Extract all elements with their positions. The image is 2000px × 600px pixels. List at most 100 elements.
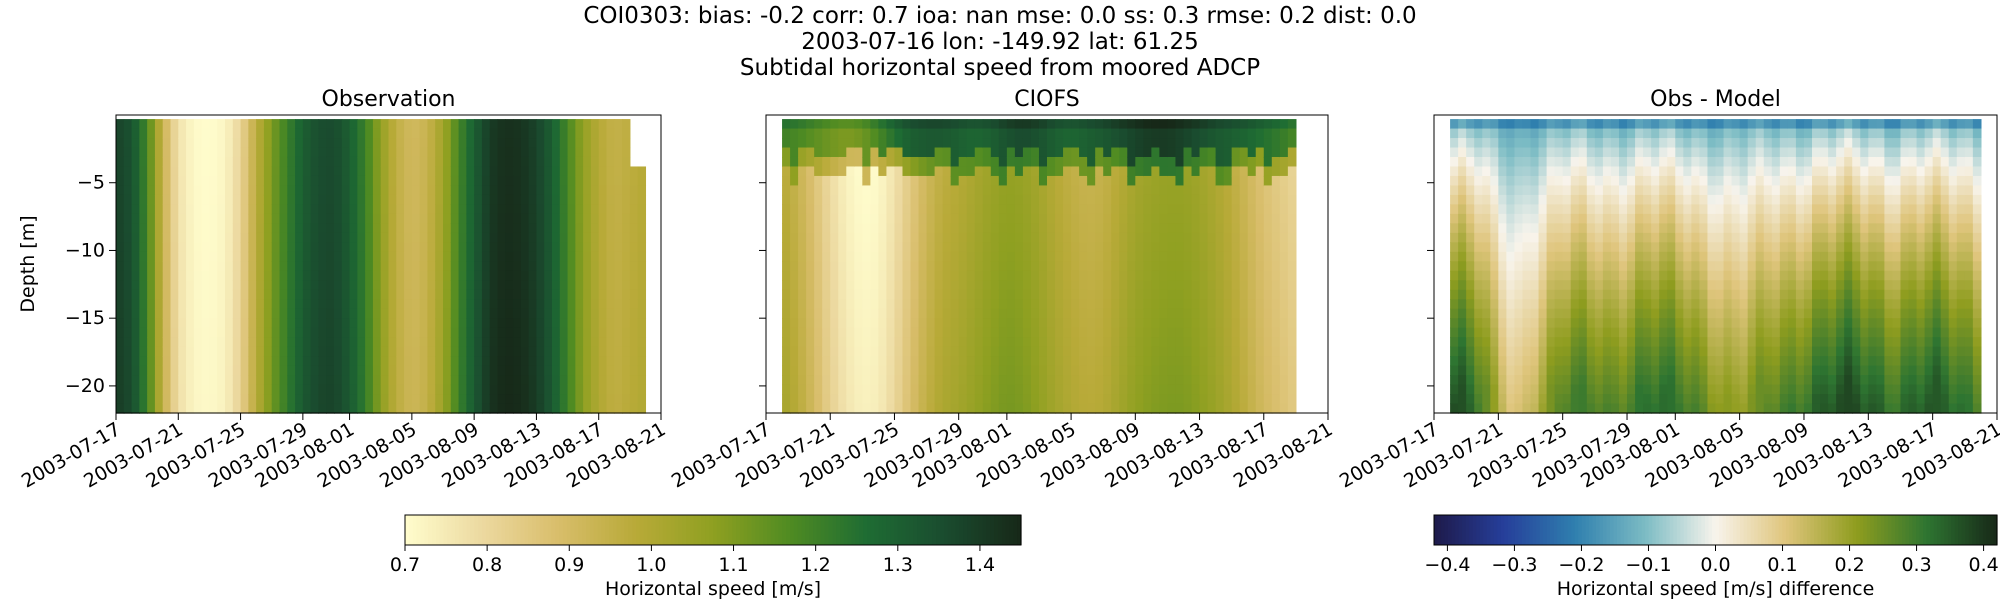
heatmap-cell [575, 147, 584, 158]
heatmap-cell [1271, 261, 1281, 272]
heatmap-cell [474, 299, 483, 310]
heatmap-cell [1159, 394, 1169, 405]
heatmap-cell [1038, 223, 1048, 234]
heatmap-cell [318, 232, 327, 243]
heatmap-cell [404, 223, 413, 234]
heatmap-cell [1506, 213, 1516, 224]
heatmap-cell [926, 242, 936, 253]
heatmap-cell [1255, 337, 1265, 348]
heatmap-cell [123, 147, 133, 158]
heatmap-cell [1610, 204, 1620, 215]
heatmap-cell [1079, 128, 1088, 139]
heatmap-cell [396, 119, 405, 130]
heatmap-cell [349, 384, 358, 395]
heatmap-cell [854, 223, 863, 234]
heatmap-cell [536, 327, 545, 338]
heatmap-cell [846, 356, 855, 367]
heatmap-cell [1618, 403, 1628, 414]
heatmap-cell [357, 223, 366, 234]
heatmap-cell [263, 223, 273, 234]
heatmap-cell [1014, 128, 1024, 139]
heatmap-cell [232, 299, 242, 310]
heatmap-cell [878, 223, 888, 234]
heatmap-cell [1127, 194, 1136, 205]
heatmap-cell [798, 318, 807, 329]
heatmap-cell [1231, 156, 1241, 168]
heatmap-cell [528, 156, 538, 168]
heatmap-cell [806, 175, 815, 187]
heatmap-cell [186, 251, 195, 262]
heatmap-cell [1466, 375, 1475, 386]
heatmap-cell [1247, 128, 1257, 139]
heatmap-cell [1263, 346, 1273, 357]
heatmap-cell [186, 270, 195, 281]
heatmap-cell [870, 327, 879, 338]
heatmap-cell [232, 194, 242, 205]
heatmap-cell [1490, 280, 1499, 291]
heatmap-cell [1063, 138, 1072, 149]
heatmap-cell [1231, 375, 1241, 386]
heatmap-cell [910, 119, 920, 130]
heatmap-cell [998, 194, 1008, 205]
heatmap-cell [474, 356, 483, 367]
heatmap-cell [590, 261, 600, 272]
heatmap-cell [1279, 403, 1289, 414]
heatmap-cell [1103, 194, 1112, 205]
heatmap-cell [1135, 299, 1144, 310]
heatmap-cell [822, 356, 831, 367]
heatmap-cell [1570, 156, 1580, 168]
heatmap-cell [1014, 194, 1024, 205]
heatmap-cell [606, 242, 615, 253]
heatmap-cell [380, 119, 390, 130]
heatmap-cell [1271, 242, 1281, 253]
heatmap-cell [256, 318, 265, 329]
heatmap-cell [349, 356, 358, 367]
heatmap-cell [201, 128, 211, 139]
heatmap-cell [958, 270, 968, 281]
heatmap-cell [287, 119, 296, 130]
heatmap-cell [489, 147, 499, 158]
heatmap-cell [435, 270, 444, 281]
heatmap-cell [814, 223, 823, 234]
heatmap-cell [1279, 138, 1289, 149]
heatmap-cell [326, 242, 335, 253]
heatmap-cell [1223, 138, 1233, 149]
heatmap-cell [1498, 384, 1507, 395]
heatmap-cell [271, 147, 281, 158]
heatmap-cell [629, 166, 639, 177]
heatmap-cell [357, 346, 366, 357]
heatmap-cell [458, 166, 467, 177]
heatmap-cell [1482, 166, 1491, 177]
heatmap-cell [209, 138, 218, 149]
heatmap-cell [1522, 365, 1532, 376]
heatmap-cell [1627, 138, 1636, 149]
heatmap-cell [162, 204, 172, 215]
heatmap-cell [622, 156, 631, 168]
heatmap-cell [1055, 327, 1064, 338]
heatmap-cell [279, 403, 288, 414]
heatmap-cell [489, 204, 499, 215]
heatmap-cell [1030, 394, 1040, 405]
heatmap-cell [894, 138, 904, 149]
heatmap-cell [1207, 128, 1217, 139]
heatmap-cell [1506, 223, 1516, 234]
heatmap-cell [1618, 242, 1628, 253]
heatmap-cell [458, 270, 467, 281]
heatmap-cell [186, 138, 195, 149]
heatmap-cell [201, 147, 211, 158]
heatmap-cell [846, 327, 855, 338]
heatmap-cell [966, 289, 976, 300]
heatmap-cell [1247, 194, 1257, 205]
heatmap-cell [1231, 213, 1241, 224]
heatmap-cell [902, 280, 912, 291]
heatmap-cell [1602, 365, 1612, 376]
heatmap-cell [1055, 318, 1064, 329]
heatmap-cell [170, 365, 179, 376]
heatmap-cell [388, 213, 397, 224]
heatmap-cell [1055, 156, 1064, 168]
heatmap-cell [1578, 223, 1588, 234]
heatmap-cell [1538, 213, 1548, 224]
heatmap-cell [279, 289, 288, 300]
heatmap-cell [1570, 365, 1580, 376]
heatmap-cell [1135, 213, 1144, 224]
